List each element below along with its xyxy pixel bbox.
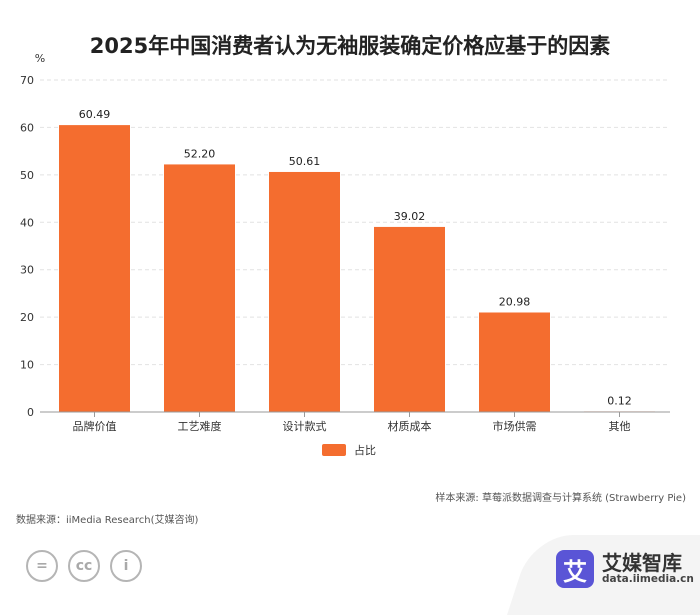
license-icons: = cc i [26,550,142,582]
y-axis-ticks: 0 10 20 30 40 50 60 70 [20,74,34,419]
bar-value-label: 50.61 [289,155,321,168]
legend-label: 占比 [354,444,376,457]
bars [59,125,655,413]
attribution-person-icon: i [110,550,142,582]
x-category-label: 市场供需 [493,419,537,433]
y-tick-label: 20 [20,311,34,324]
bar[interactable] [479,312,550,412]
bar-value-label: 52.20 [184,147,216,160]
brand-logo[interactable]: 艾 艾媒智库 data.iimedia.cn [556,550,694,588]
data-source-note: 数据来源：iiMedia Research(艾媒咨询) [16,515,199,526]
bar[interactable] [59,125,130,413]
bar[interactable] [164,164,235,412]
grid-lines [40,79,670,366]
bar[interactable] [374,226,445,412]
y-tick-label: 10 [20,359,34,372]
bar-value-label: 39.02 [394,210,426,223]
bar-value-label: 0.12 [607,394,632,407]
creative-commons-icon: cc [68,550,100,582]
equals-icon: = [26,550,58,582]
bar[interactable] [269,171,340,412]
x-category-label: 其他 [609,420,631,433]
y-axis-unit-label: % [35,52,45,65]
y-tick-label: 40 [20,216,34,229]
value-labels: 60.49 52.20 50.61 39.02 20.98 0.12 [79,108,632,407]
y-tick-label: 70 [20,74,34,87]
y-tick-label: 0 [27,406,34,419]
bar-value-label: 20.98 [499,295,531,308]
y-tick-label: 30 [20,264,34,277]
legend-swatch [322,444,346,456]
bar-value-label: 60.49 [79,108,111,121]
x-category-label: 品牌价值 [73,419,117,433]
x-axis-ticks: 品牌价值 工艺难度 设计款式 材质成本 市场供需 其他 [73,412,631,433]
x-category-label: 设计款式 [283,419,327,433]
legend: 占比 [322,443,376,457]
x-category-label: 材质成本 [388,419,432,433]
brand-name: 艾媒智库 [602,550,682,575]
y-tick-label: 60 [20,121,34,134]
x-category-label: 工艺难度 [178,419,222,433]
y-tick-label: 50 [20,169,34,182]
chart-title: 2025年中国消费者认为无袖服装确定价格应基于的因素 [89,34,611,58]
bar-chart: 0 10 20 30 40 50 60 70 60.49 52.20 50.61 39.02 20.9… [20,52,670,433]
brand-mark-icon: 艾 [556,550,594,588]
sample-source-note: 样本来源: 草莓派数据调查与计算系统 (Strawberry Pie) [435,493,686,504]
brand-url: data.iimedia.cn [602,572,694,585]
